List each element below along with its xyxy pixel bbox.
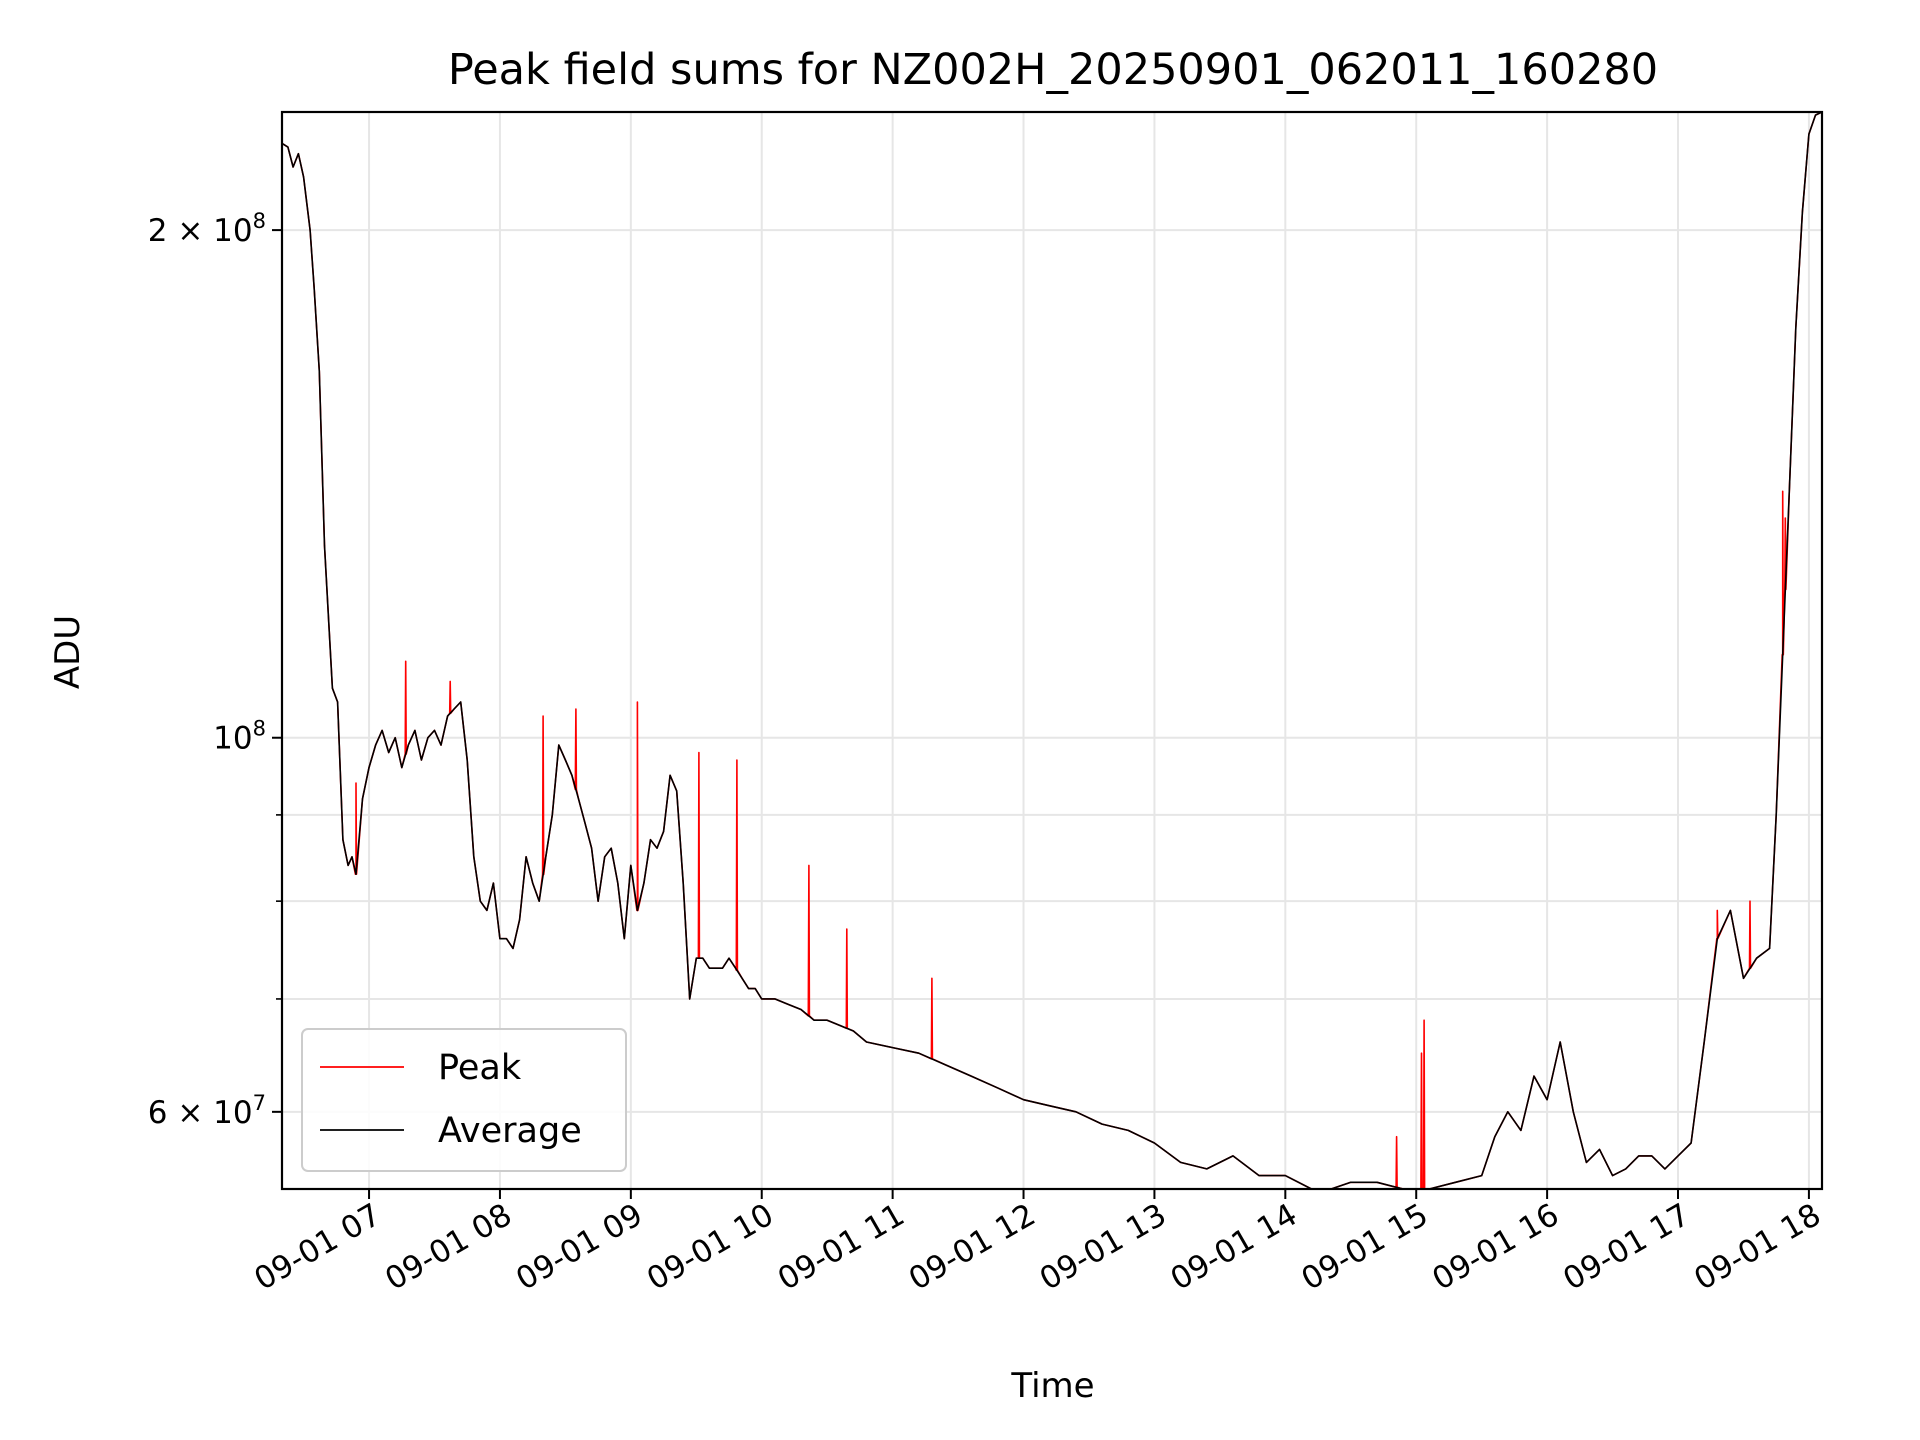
plot-frame [280,110,1824,1191]
legend: Peak Average [301,1028,627,1172]
y-tick-label: 108 [213,717,266,757]
y-tick-label: 6 × 107 [148,1091,266,1131]
legend-label-peak: Peak [438,1048,522,1088]
y-axis-title: ADU [48,615,88,689]
legend-label-average: Average [438,1111,582,1151]
series-line-average [282,112,1822,1189]
legend-box [301,1028,627,1172]
x-axis-title: Time [1010,1366,1094,1406]
y-tick-label: 2 × 108 [148,209,266,249]
chart-title: Peak field sums for NZ002H_20250901_0620… [448,45,1658,95]
